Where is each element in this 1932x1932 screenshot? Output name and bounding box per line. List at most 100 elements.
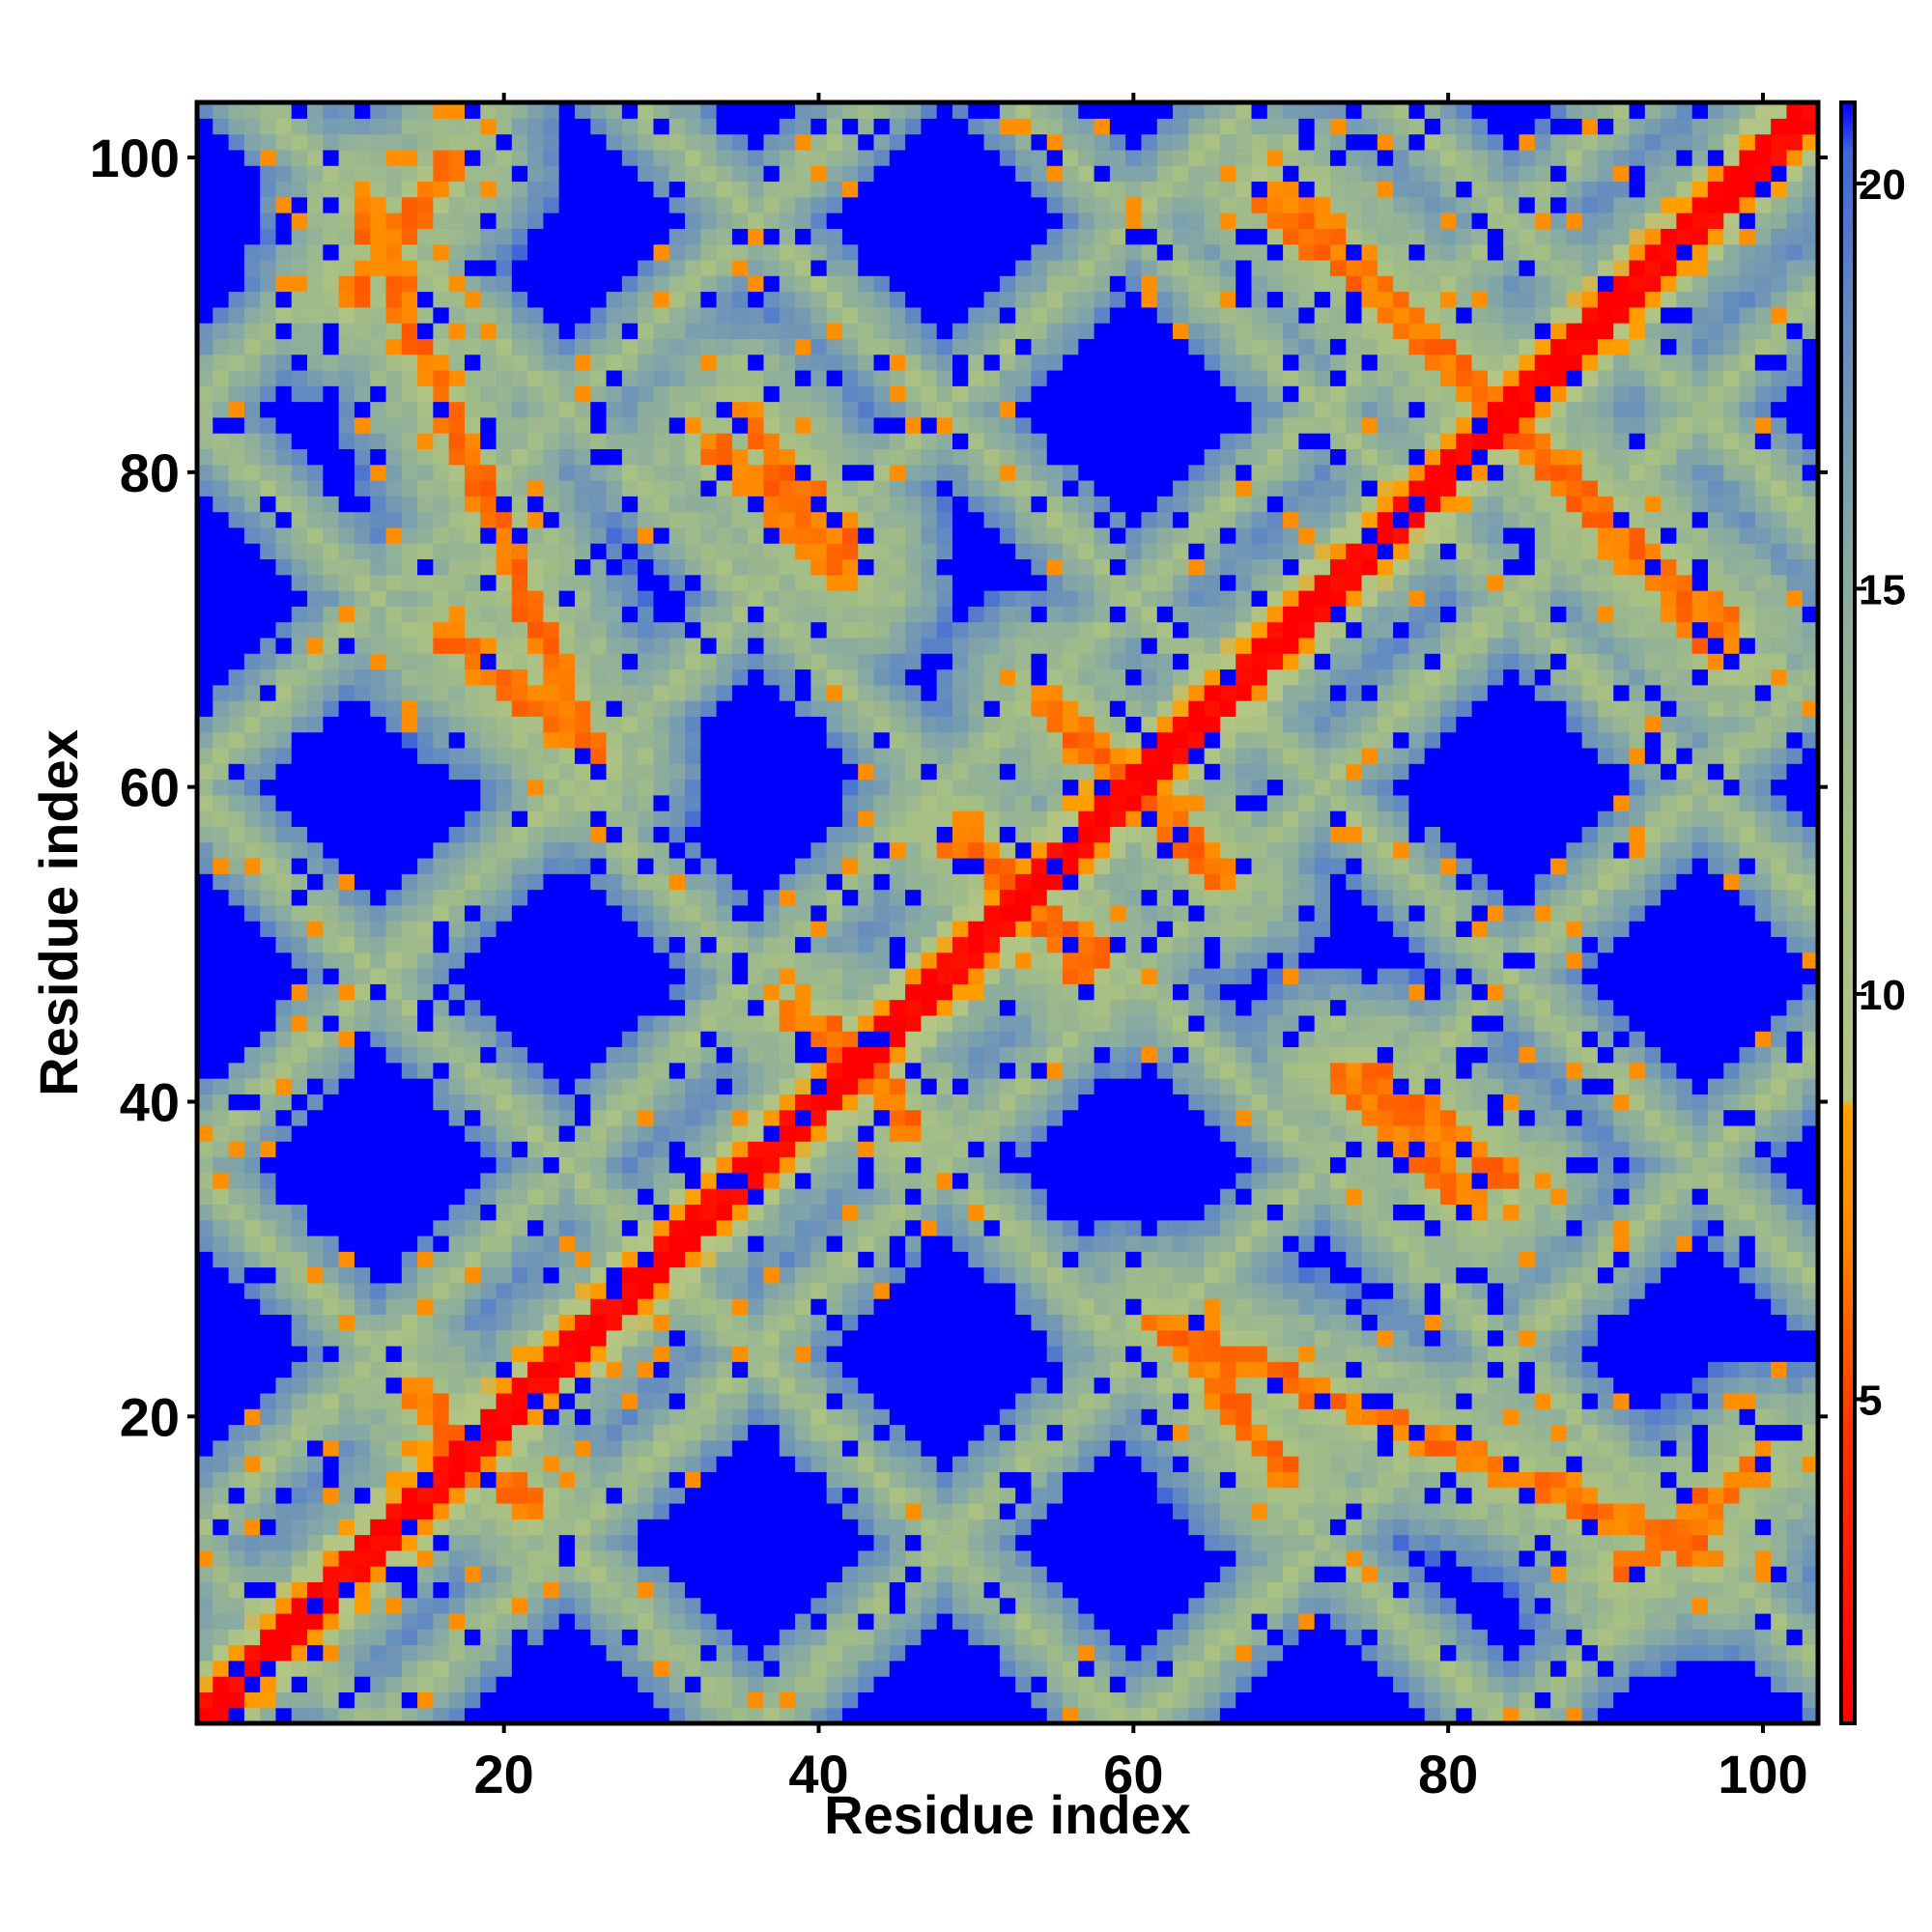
- heatmap-cell: [480, 983, 497, 1001]
- heatmap-cell: [213, 1612, 230, 1630]
- heatmap-cell: [905, 606, 922, 623]
- heatmap-cell: [606, 1629, 623, 1646]
- heatmap-cell: [338, 1377, 355, 1394]
- heatmap-cell: [826, 1629, 843, 1646]
- heatmap-cell: [275, 543, 293, 560]
- heatmap-cell: [873, 291, 891, 308]
- heatmap-cell: [385, 1566, 403, 1582]
- heatmap-cell: [260, 259, 277, 276]
- heatmap-cell: [543, 1566, 560, 1582]
- heatmap-cell: [354, 354, 371, 371]
- heatmap-cell: [936, 952, 953, 969]
- heatmap-cell: [748, 1597, 765, 1614]
- heatmap-cell: [243, 1141, 261, 1158]
- heatmap-cell: [779, 323, 796, 339]
- heatmap-cell: [574, 165, 591, 183]
- heatmap-cell: [338, 1566, 355, 1582]
- heatmap-cell: [685, 133, 701, 151]
- heatmap-cell: [370, 999, 387, 1016]
- heatmap-cell: [464, 259, 481, 276]
- heatmap-cell: [511, 1314, 528, 1331]
- heatmap-cell: [385, 716, 403, 733]
- heatmap-cell: [354, 433, 371, 450]
- heatmap-cell: [731, 637, 749, 654]
- heatmap-cell: [810, 1046, 828, 1064]
- heatmap-cell: [558, 1078, 576, 1094]
- heatmap-cell: [810, 936, 828, 953]
- heatmap-cell: [323, 1266, 340, 1284]
- heatmap-cell: [905, 1660, 922, 1677]
- heatmap-cell: [810, 1612, 828, 1630]
- heatmap-cell: [496, 1188, 513, 1205]
- heatmap-cell: [936, 354, 953, 371]
- heatmap-cell: [921, 999, 938, 1016]
- heatmap-cell: [700, 1031, 718, 1048]
- heatmap-cell: [668, 102, 686, 119]
- heatmap-cell: [606, 259, 623, 276]
- heatmap-cell: [873, 213, 891, 229]
- heatmap-cell: [621, 1392, 639, 1409]
- heatmap-cell: [338, 354, 355, 371]
- heatmap-cell: [716, 1707, 733, 1724]
- heatmap-cell: [810, 1707, 828, 1724]
- heatmap-cell: [889, 889, 906, 906]
- heatmap-cell: [779, 889, 796, 906]
- heatmap-cell: [668, 385, 686, 403]
- heatmap-cell: [952, 1424, 969, 1441]
- heatmap-cell: [731, 149, 749, 166]
- heatmap-cell: [841, 889, 859, 906]
- heatmap-cell: [873, 873, 891, 891]
- heatmap-cell: [213, 526, 230, 544]
- heatmap-cell: [858, 323, 875, 339]
- heatmap-cell: [307, 464, 324, 481]
- heatmap-cell: [228, 1314, 245, 1331]
- heatmap-cell: [638, 1282, 655, 1299]
- heatmap-cell: [385, 1676, 403, 1693]
- heatmap-cell: [574, 1109, 591, 1126]
- heatmap-cell: [606, 968, 623, 984]
- heatmap-cell: [621, 1691, 639, 1709]
- heatmap-cell: [731, 1219, 749, 1236]
- heatmap-cell: [275, 841, 293, 859]
- heatmap-cell: [275, 968, 293, 984]
- heatmap-cell: [385, 401, 403, 418]
- heatmap-cell: [448, 637, 466, 654]
- heatmap-cell: [543, 213, 560, 229]
- heatmap-cell: [401, 1612, 418, 1630]
- heatmap-cell: [574, 779, 591, 796]
- heatmap-cell: [354, 952, 371, 969]
- heatmap-cell: [700, 889, 718, 906]
- heatmap-cell: [338, 763, 355, 781]
- heatmap-cell: [511, 904, 528, 922]
- heatmap-cell: [590, 779, 608, 796]
- heatmap-cell: [338, 1644, 355, 1662]
- heatmap-cell: [795, 1078, 811, 1094]
- heatmap-cell: [260, 1062, 277, 1079]
- heatmap-cell: [496, 1235, 513, 1252]
- heatmap-cell: [511, 1361, 528, 1378]
- heatmap-cell: [858, 952, 875, 969]
- heatmap-cell: [543, 511, 560, 528]
- heatmap-cell: [433, 1156, 450, 1174]
- heatmap-cell: [668, 1519, 686, 1536]
- heatmap-cell: [338, 259, 355, 276]
- heatmap-cell: [779, 794, 796, 811]
- heatmap-cell: [889, 574, 906, 591]
- heatmap-cell: [480, 1109, 497, 1126]
- heatmap-cell: [716, 968, 733, 984]
- heatmap-cell: [370, 889, 387, 906]
- heatmap-cell: [275, 369, 293, 386]
- heatmap-cell: [889, 385, 906, 403]
- heatmap-cell: [810, 1298, 828, 1316]
- heatmap-cell: [385, 826, 403, 843]
- heatmap-cell: [810, 731, 828, 749]
- heatmap-cell: [370, 291, 387, 308]
- heatmap-cell: [606, 1691, 623, 1709]
- heatmap-cell: [841, 1456, 859, 1472]
- heatmap-cell: [197, 1644, 213, 1662]
- heatmap-cell: [590, 684, 608, 701]
- heatmap-cell: [197, 338, 213, 355]
- heatmap-cell: [197, 921, 213, 938]
- heatmap-cell: [558, 1676, 576, 1693]
- heatmap-cell: [574, 668, 591, 686]
